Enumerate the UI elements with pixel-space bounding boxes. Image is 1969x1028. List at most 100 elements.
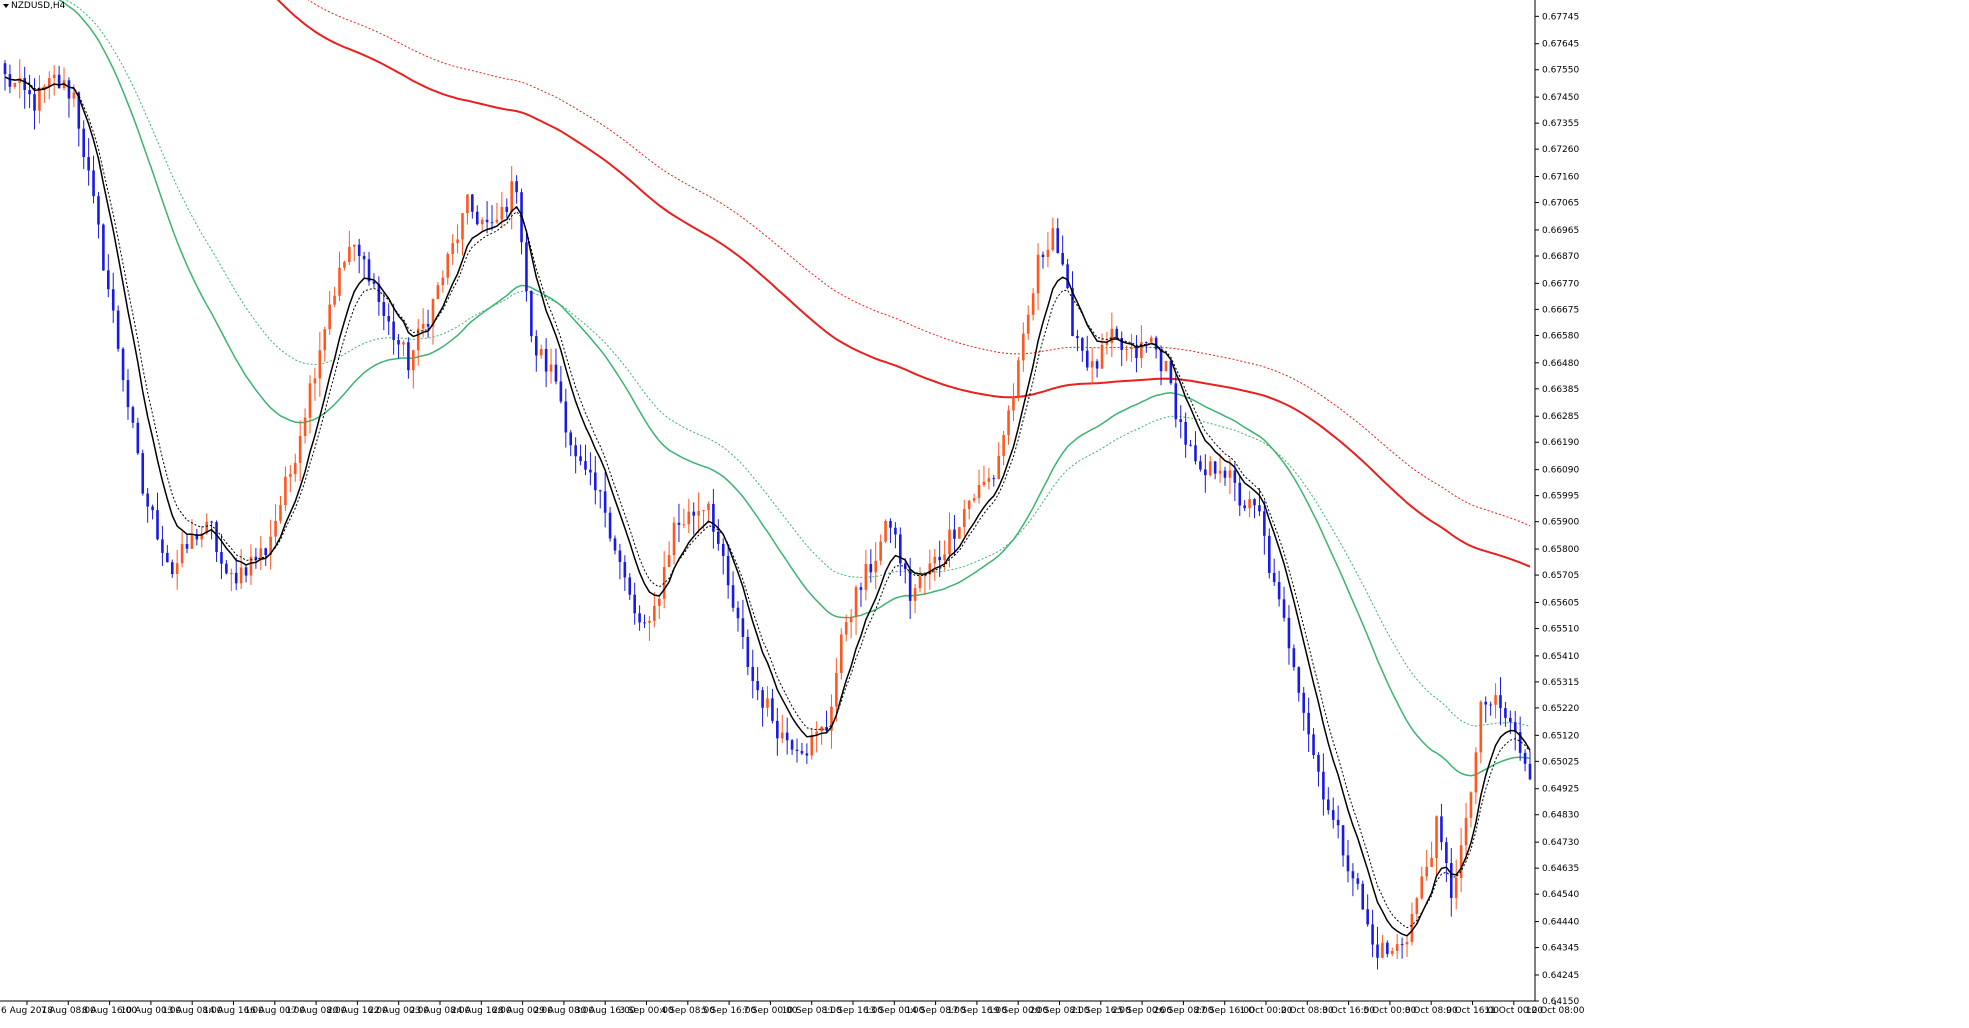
candle-body [269,536,272,556]
candle-body [1356,878,1360,884]
candle [534,330,538,372]
candle-body [205,521,208,534]
candle-body [298,436,302,463]
y-tick-label: 0.64830 [1542,811,1579,821]
candle [416,318,420,366]
candle-body [1420,876,1424,899]
candle-body [244,567,248,576]
candle-body [608,512,612,539]
candle [638,605,641,631]
candle-body [293,462,297,475]
candle-body [1459,845,1463,878]
candle [1430,841,1433,868]
candle [1263,500,1266,555]
candle-body [357,244,361,256]
candle-body [1061,252,1064,265]
candle-body [313,378,317,384]
candle-body [638,613,641,623]
candle [180,531,184,568]
candle [318,331,322,397]
candle-body [190,534,194,549]
candle [884,519,887,544]
candle-body [289,474,292,477]
candle-body [1469,792,1473,818]
candle [185,534,189,554]
candle [598,489,602,509]
x-tick-label: 29 Aug 08:00 [534,1006,595,1016]
x-tick-label: 20 Aug 16:00 [327,1006,388,1016]
x-tick-label: 14 Aug 16:00 [203,1006,264,1016]
candle-body [249,556,253,576]
x-tick-label: 28 Aug 00:00 [492,1006,553,1016]
candle [1287,605,1291,665]
candle [43,83,46,103]
candle-body [28,89,31,95]
candle [589,452,592,486]
candle-body [475,211,479,225]
candle [1449,848,1453,917]
candle-body [279,505,282,521]
candle [844,614,848,642]
candle-body [967,500,971,510]
candle-body [1081,338,1084,351]
candle [1135,335,1138,373]
candle [1228,458,1232,494]
candle [1081,337,1084,362]
x-tick-label: 3 Oct 16:00 [1322,1006,1375,1016]
candle-body [146,493,149,507]
candle-body [392,321,395,341]
candle-body [839,634,843,674]
candle-body [1076,335,1079,339]
candle [1479,700,1483,764]
chevron-down-icon[interactable] [3,3,9,8]
candle [1100,333,1104,370]
candle-body [1026,314,1030,334]
candle-body [1012,396,1015,411]
candle-body [736,607,740,619]
candle [1194,431,1197,465]
candle-body [633,594,636,614]
candle-body [859,587,863,590]
candle-body [323,329,327,351]
candle [13,82,17,89]
candle-body [348,246,351,262]
candle [293,453,297,482]
candle-body [830,706,833,731]
candle-body [303,417,307,437]
candle [1327,787,1330,815]
candle-body [1292,648,1296,668]
candle [170,559,174,578]
candle [879,534,882,566]
candle [1208,456,1212,477]
candle-body [87,157,90,171]
candle [530,290,533,343]
candle-body [436,285,440,300]
candle [657,596,661,619]
candle-body [628,577,632,595]
candle [298,420,302,482]
candle [1356,872,1360,890]
candle-body [195,534,199,540]
candle [47,71,51,100]
y-tick-label: 0.65605 [1542,598,1579,608]
candle [392,303,395,355]
candle-body [741,618,745,637]
candle [1494,683,1497,719]
candle [1395,933,1399,959]
candle-body [18,78,22,83]
y-tick-label: 0.65900 [1542,518,1579,528]
candle-body [1513,722,1517,733]
x-tick-label: 5 Sep 16:00 [702,1006,757,1016]
x-tick-label: 25 Sep 00:00 [1112,1006,1172,1016]
x-tick-label: 7 Sep 00:00 [743,1006,798,1016]
candle [972,493,976,503]
candle [677,503,681,543]
y-tick-label: 0.67065 [1542,199,1579,209]
candle-body [908,569,912,601]
candle [549,348,553,384]
candle-body [23,78,26,90]
candle [1130,333,1133,362]
candle-body [1051,228,1055,250]
